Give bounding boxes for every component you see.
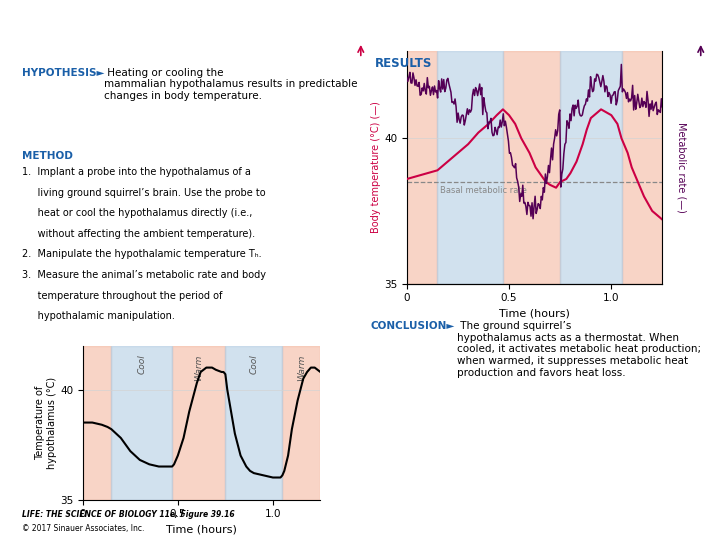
Text: Basal metabolic rate: Basal metabolic rate	[439, 186, 526, 195]
Bar	[621, 51, 662, 284]
Text: Cool: Cool	[249, 354, 258, 374]
Text: heat or cool the hypothalamus directly (i.e.,: heat or cool the hypothalamus directly (…	[22, 208, 252, 219]
Bar	[83, 346, 112, 500]
Text: HYPOTHESIS►: HYPOTHESIS►	[22, 68, 104, 78]
Text: The ground squirrel’s
hypothalamus acts as a thermostat. When
cooled, it activat: The ground squirrel’s hypothalamus acts …	[457, 321, 701, 377]
Bar	[225, 346, 282, 500]
Y-axis label: Metabolic rate (—): Metabolic rate (—)	[676, 122, 686, 213]
Text: 3.  Measure the animal’s metabolic rate and body: 3. Measure the animal’s metabolic rate a…	[22, 270, 266, 280]
Bar	[407, 51, 438, 284]
Text: living ground squirrel’s brain. Use the probe to: living ground squirrel’s brain. Use the …	[22, 188, 265, 198]
Text: METHOD: METHOD	[22, 151, 73, 161]
Text: LIFE: THE SCIENCE OF BIOLOGY 11e, Figure 39.16: LIFE: THE SCIENCE OF BIOLOGY 11e, Figure…	[22, 510, 234, 519]
Text: 1.  Implant a probe into the hypothalamus of a: 1. Implant a probe into the hypothalamus…	[22, 167, 251, 178]
Text: Figure 39.16   The Hypothalamus Regulates Body Temperature: Figure 39.16 The Hypothalamus Regulates …	[6, 8, 465, 22]
Text: Heating or cooling the
mammalian hypothalamus results in predictable
changes in : Heating or cooling the mammalian hypotha…	[104, 68, 358, 100]
Text: Cool: Cool	[138, 354, 146, 374]
Y-axis label: Temperature of
hypothalamus (°C): Temperature of hypothalamus (°C)	[35, 376, 57, 469]
Bar	[438, 51, 503, 284]
Text: Warm: Warm	[297, 354, 306, 381]
Bar	[172, 346, 225, 500]
X-axis label: Time (hours): Time (hours)	[166, 525, 237, 535]
Bar	[282, 346, 320, 500]
Bar	[112, 346, 172, 500]
Text: CONCLUSION►: CONCLUSION►	[371, 321, 455, 332]
Text: © 2017 Sinauer Associates, Inc.: © 2017 Sinauer Associates, Inc.	[22, 524, 144, 533]
Text: hypothalamic manipulation.: hypothalamic manipulation.	[22, 311, 174, 321]
Text: temperature throughout the period of: temperature throughout the period of	[22, 291, 222, 301]
Text: without affecting the ambient temperature).: without affecting the ambient temperatur…	[22, 229, 255, 239]
Text: 2.  Manipulate the hypothalamic temperature Tₕ.: 2. Manipulate the hypothalamic temperatu…	[22, 249, 261, 260]
Text: Warm: Warm	[194, 354, 203, 381]
Bar	[560, 51, 621, 284]
Bar	[503, 51, 560, 284]
X-axis label: Time (hours): Time (hours)	[499, 309, 570, 319]
Text: RESULTS: RESULTS	[374, 57, 432, 70]
Y-axis label: Body temperature (°C) (—): Body temperature (°C) (—)	[371, 102, 381, 233]
